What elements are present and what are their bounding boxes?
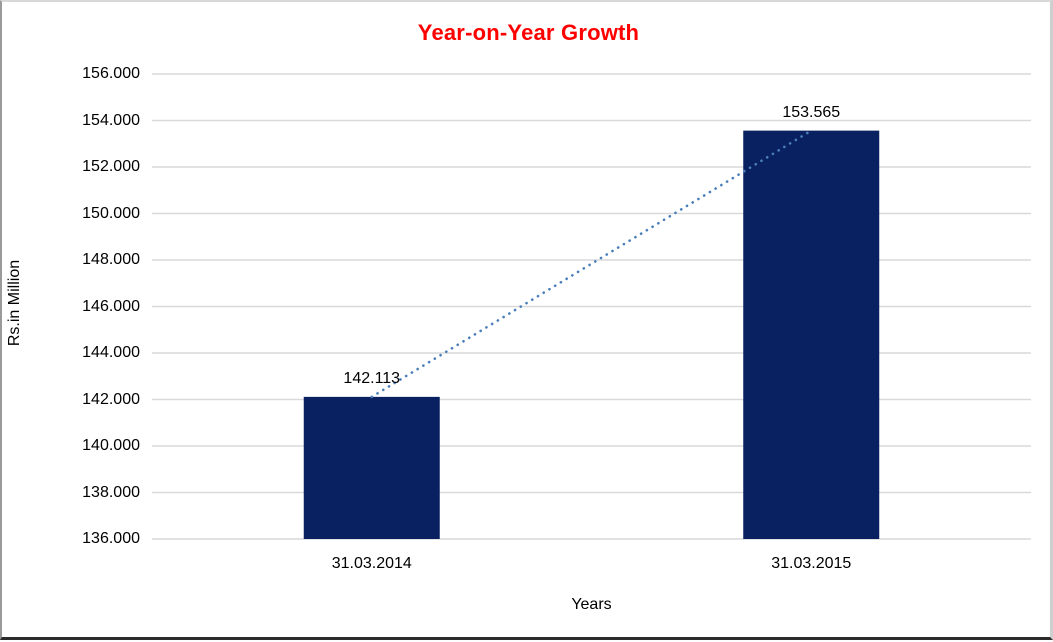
bar-value-label: 153.565 — [782, 103, 841, 121]
x-tick-label: 31.03.2014 — [331, 555, 412, 572]
y-tick-label: 156.000 — [82, 65, 140, 82]
y-tick-label: 152.000 — [82, 158, 140, 175]
bar-31.03.2014 — [303, 396, 440, 539]
y-tick-label: 150.000 — [82, 204, 140, 222]
bar-value-label: 142.113 — [343, 369, 401, 387]
y-tick-label: 138.000 — [82, 483, 140, 501]
y-tick-label: 148.000 — [82, 251, 140, 268]
x-tick-label: 31.03.2015 — [771, 555, 852, 572]
y-tick-label: 146.000 — [82, 297, 140, 315]
y-tick-label: 140.000 — [82, 437, 140, 454]
y-tick-label: 136.000 — [82, 530, 140, 547]
x-axis-title: Years — [571, 596, 612, 613]
y-tick-label: 144.000 — [82, 344, 140, 361]
trendline — [370, 129, 813, 399]
y-tick-label: 142.000 — [82, 390, 140, 408]
chart-title: Year-on-Year Growth — [417, 20, 640, 45]
bar-31.03.2015 — [743, 130, 880, 539]
y-tick-label: 154.000 — [82, 111, 140, 129]
